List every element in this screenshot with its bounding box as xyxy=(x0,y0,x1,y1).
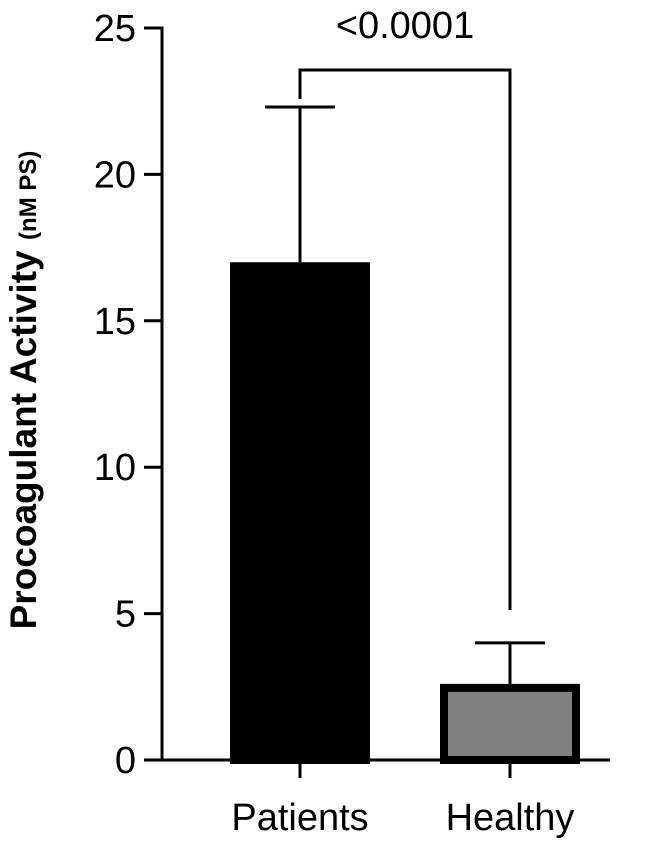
y-tick-label: 5 xyxy=(115,594,136,636)
y-tick-label: 0 xyxy=(115,740,136,782)
x-tick-label-patients: Patients xyxy=(231,797,368,839)
y-tick-label: 25 xyxy=(94,8,136,50)
significance-label: <0.0001 xyxy=(336,5,474,47)
y-tick-label: 20 xyxy=(94,154,136,196)
y-axis-title: Procoagulant Activity (nM PS) xyxy=(3,151,44,630)
y-axis: 0 5 10 15 20 25 xyxy=(94,8,164,782)
x-axis: Patients Healthy xyxy=(160,758,610,839)
significance-annotation: <0.0001 xyxy=(298,5,512,610)
x-tick-label-healthy: Healthy xyxy=(446,797,575,839)
y-tick-label: 15 xyxy=(94,301,136,343)
bar-healthy xyxy=(440,683,580,765)
significance-bracket xyxy=(298,68,512,610)
error-bars xyxy=(265,105,545,684)
bars xyxy=(230,262,580,765)
y-axis-title-main: Procoagulant Activity xyxy=(3,250,44,629)
y-axis-title-unit: (nM PS) xyxy=(15,151,42,240)
y-tick-label: 10 xyxy=(94,447,136,489)
bar-patients xyxy=(230,262,370,764)
